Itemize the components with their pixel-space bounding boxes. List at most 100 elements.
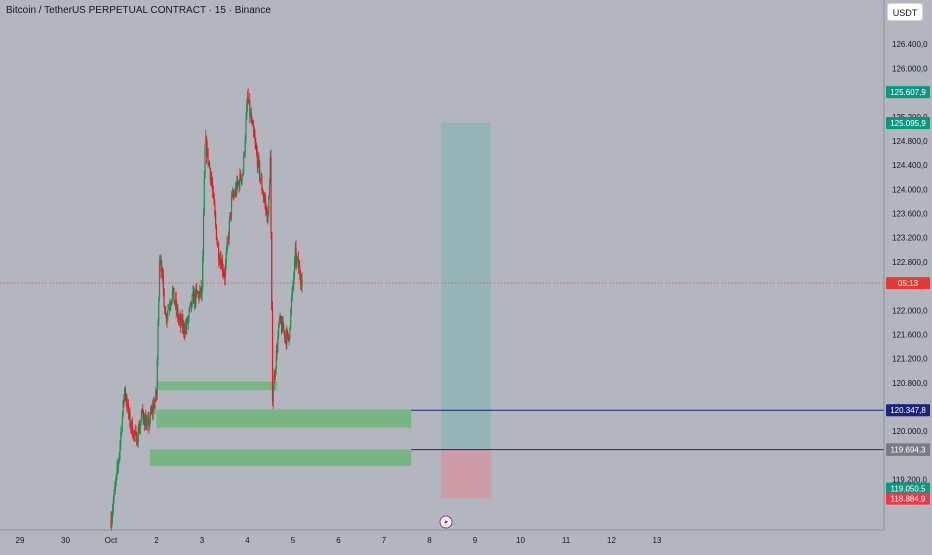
time-tick-label: 8	[427, 536, 432, 545]
candle-body	[250, 113, 252, 122]
candle-body	[114, 487, 116, 492]
candle-body	[286, 331, 288, 344]
candle-body	[274, 369, 277, 377]
time-tick-label: 30	[61, 536, 70, 545]
candle-body	[219, 259, 221, 263]
candle-body	[110, 518, 112, 527]
candle-body	[151, 408, 153, 413]
candle-body	[218, 260, 221, 263]
candle-body	[182, 321, 184, 328]
candle-body	[183, 321, 185, 332]
candle-body	[271, 232, 273, 310]
candle-body	[287, 331, 289, 334]
time-axis[interactable]: 29 30 Oct 2 3 4 5 6 7 8 9 10 11 12 13	[0, 515, 884, 545]
price-labels-layer: 125.607,9125.095,905:13120.347,8119.695,…	[886, 86, 930, 505]
demand-zone-3[interactable]	[149, 449, 412, 466]
candle-body	[299, 266, 301, 276]
candle-body	[241, 175, 243, 181]
candle-body	[252, 121, 254, 125]
price-label-2	[886, 117, 930, 130]
candle-body	[155, 390, 158, 396]
price-tick-label: 124.800,0	[892, 137, 928, 146]
candle-body	[295, 248, 297, 263]
candle-body	[274, 375, 276, 377]
chart-title: Bitcoin / TetherUS PERPETUAL CONTRACT · …	[6, 5, 271, 16]
currency-button[interactable]: USDT	[887, 3, 923, 21]
candle-body	[239, 173, 241, 188]
candle-body	[279, 316, 281, 320]
candle-body	[263, 197, 265, 200]
time-tick-label: Oct	[105, 536, 118, 545]
price-tick-label: 122.800,0	[892, 258, 928, 267]
candle-body	[111, 510, 114, 518]
candle-body	[246, 96, 249, 105]
candle-body	[163, 289, 165, 307]
demand-zone-1[interactable]	[156, 381, 278, 391]
candle-body	[121, 414, 123, 431]
candle-body	[111, 517, 113, 527]
price-tick-label: 121.200,0	[892, 355, 928, 364]
target-zone[interactable]	[440, 122, 491, 450]
candle-body	[142, 409, 144, 413]
candle-body	[296, 257, 299, 259]
stop-zone[interactable]	[440, 449, 491, 499]
price-tick-label: 123.600,0	[892, 210, 928, 219]
candle-body	[298, 266, 300, 268]
candle-body	[276, 350, 278, 352]
candle-body	[128, 412, 130, 414]
candles-layer	[110, 88, 303, 532]
candle-body	[268, 184, 271, 197]
candle-body	[278, 319, 280, 325]
price-label-text: 119.694,3	[891, 446, 927, 455]
candle-body	[177, 318, 180, 320]
candle-body	[259, 178, 261, 180]
candle-body	[224, 263, 227, 278]
candle-body	[262, 194, 265, 198]
candle-body	[148, 418, 150, 427]
candle-body	[252, 124, 255, 133]
candle-body	[198, 292, 200, 299]
candle-body	[243, 152, 246, 154]
candle-body	[230, 212, 232, 215]
candle-body	[265, 201, 267, 209]
price-label-4	[886, 404, 930, 417]
candle-body	[147, 418, 149, 423]
candle-body	[202, 214, 205, 257]
price-tick-label: 123.200,0	[892, 234, 928, 243]
candle-body	[179, 317, 181, 320]
candle-body	[240, 173, 242, 180]
candle-body	[115, 474, 117, 482]
demand-zone-2[interactable]	[156, 409, 412, 428]
lightning-icon[interactable]	[439, 515, 453, 529]
candle-body	[141, 409, 143, 417]
candle-body	[299, 275, 302, 283]
candle-body	[266, 209, 268, 223]
time-tick-label: 5	[291, 536, 296, 545]
candle-body	[171, 289, 174, 301]
candle-body	[164, 306, 166, 314]
price-axis[interactable]: 126.400,0126.000,0125.200,0124.800,0124.…	[883, 0, 932, 550]
candle-body	[281, 322, 283, 332]
candle-body	[199, 291, 201, 299]
candle-body	[122, 399, 124, 415]
candle-body	[215, 213, 217, 225]
candle-body	[168, 307, 170, 308]
candle-body	[116, 466, 118, 475]
candle-body	[246, 104, 248, 119]
candle-body	[145, 417, 147, 430]
candle-body	[277, 324, 280, 337]
candle-body	[196, 289, 198, 292]
candle-body	[288, 337, 290, 342]
candle-body	[171, 300, 173, 304]
candle-body	[205, 137, 207, 145]
time-tick-label: 12	[607, 536, 616, 545]
candle-body	[242, 172, 244, 176]
candle-body	[149, 411, 152, 422]
price-label-7	[886, 482, 930, 495]
candle-body	[133, 431, 135, 438]
candle-body	[113, 491, 115, 502]
candle-body	[214, 204, 216, 214]
candle-body	[234, 188, 236, 196]
